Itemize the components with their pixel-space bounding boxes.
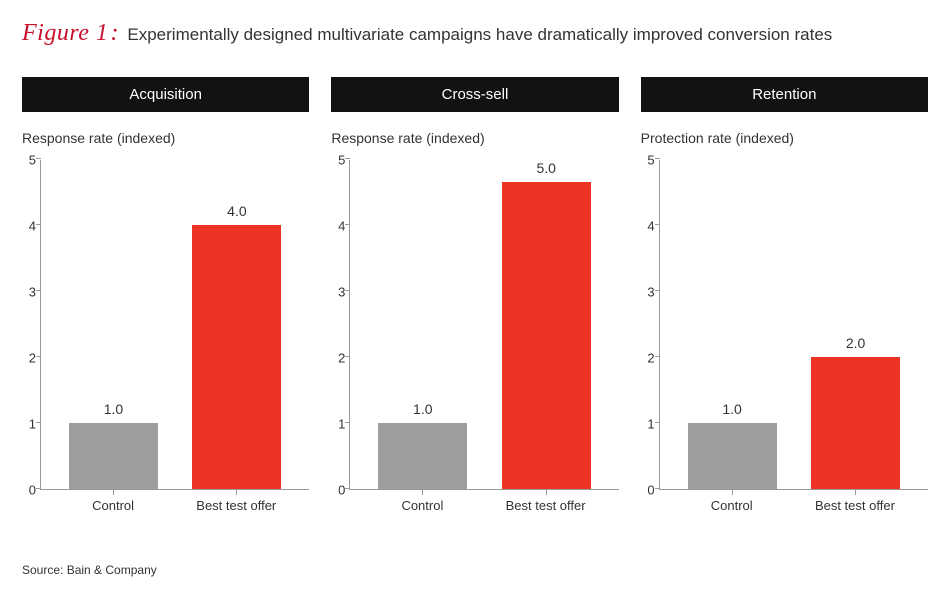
figure-label-colon: :	[110, 20, 119, 46]
x-tick-mark	[546, 490, 547, 495]
source-attribution: Source: Bain & Company	[22, 563, 157, 577]
y-axis: 012345	[641, 160, 659, 490]
bar-value-label: 1.0	[413, 401, 432, 417]
x-axis-label: Best test offer	[793, 498, 916, 513]
bar	[69, 423, 158, 489]
y-tick-label: 2	[338, 351, 345, 366]
y-tick-mark	[36, 158, 41, 159]
bar	[688, 423, 777, 489]
bar	[192, 225, 281, 489]
y-tick-label: 5	[29, 153, 36, 168]
y-axis-label: Protection rate (indexed)	[641, 130, 928, 146]
y-tick-label: 1	[29, 417, 36, 432]
y-tick-label: 2	[29, 351, 36, 366]
bars-row: 1.0 5.0	[350, 160, 618, 489]
y-tick-label: 3	[29, 285, 36, 300]
y-tick-label: 2	[647, 351, 654, 366]
figure-caption: Experimentally designed multivariate cam…	[127, 25, 832, 44]
x-tick-mark	[236, 490, 237, 495]
y-axis: 012345	[331, 160, 349, 490]
bar	[502, 182, 591, 489]
y-axis: 012345	[22, 160, 40, 490]
x-tick-row	[659, 490, 928, 496]
y-axis-label: Response rate (indexed)	[22, 130, 309, 146]
y-axis-label: Response rate (indexed)	[331, 130, 618, 146]
y-tick-label: 1	[338, 417, 345, 432]
x-tick-cell	[51, 490, 174, 496]
x-axis-label: Best test offer	[175, 498, 298, 513]
x-labels: ControlBest test offer	[659, 498, 928, 513]
x-axis-label: Best test offer	[484, 498, 607, 513]
bar	[811, 357, 900, 489]
chart-panel: Retention Protection rate (indexed) 0 1 2 3 4 5…	[641, 77, 928, 513]
bar-value-label: 1.0	[722, 401, 741, 417]
x-labels: ControlBest test offer	[349, 498, 618, 513]
panel-header: Retention	[641, 77, 928, 112]
plot-area: 1.0 5.0	[349, 160, 618, 490]
bar-value-label: 2.0	[846, 335, 865, 351]
figure-title: Figure 1: Experimentally designed multiv…	[22, 20, 928, 47]
chart-area: 0123451.04.0	[22, 160, 309, 490]
x-tick-cell	[175, 490, 298, 496]
bar-value-label: 1.0	[104, 401, 123, 417]
y-tick-label: 5	[647, 153, 654, 168]
x-tick-mark	[422, 490, 423, 495]
y-tick-label: 0	[647, 483, 654, 498]
x-tick-cell	[484, 490, 607, 496]
bar-value-label: 4.0	[227, 203, 246, 219]
x-tick-mark	[732, 490, 733, 495]
y-tick-label: 3	[647, 285, 654, 300]
chart-area: 0123451.02.0	[641, 160, 928, 490]
x-tick-row	[349, 490, 618, 496]
y-tick-mark	[655, 158, 660, 159]
chart-panels: Acquisition Response rate (indexed) 0 1 2 3 4 5…	[22, 77, 928, 513]
panel-header: Acquisition	[22, 77, 309, 112]
bar-wrap: 1.0	[670, 160, 793, 489]
panel-header: Cross-sell	[331, 77, 618, 112]
y-tick-label: 4	[647, 219, 654, 234]
bar-wrap: 4.0	[175, 160, 298, 489]
bar-wrap: 2.0	[794, 160, 917, 489]
bar-wrap: 1.0	[52, 160, 175, 489]
bars-row: 1.0 2.0	[660, 160, 928, 489]
plot-area: 1.0 4.0	[40, 160, 309, 490]
bar-wrap: 5.0	[485, 160, 608, 489]
plot-area: 1.0 2.0	[659, 160, 928, 490]
x-tick-cell	[670, 490, 793, 496]
x-tick-row	[40, 490, 309, 496]
x-axis-label: Control	[51, 498, 174, 513]
y-tick-mark	[345, 158, 350, 159]
y-tick-label: 5	[338, 153, 345, 168]
y-tick-label: 0	[338, 483, 345, 498]
y-tick-label: 1	[647, 417, 654, 432]
chart-area: 0123451.05.0	[331, 160, 618, 490]
y-tick-label: 0	[29, 483, 36, 498]
x-tick-mark	[113, 490, 114, 495]
y-tick-label: 4	[29, 219, 36, 234]
bar-wrap: 1.0	[361, 160, 484, 489]
bar-value-label: 5.0	[536, 160, 555, 176]
x-axis-label: Control	[361, 498, 484, 513]
x-labels: ControlBest test offer	[40, 498, 309, 513]
bars-row: 1.0 4.0	[41, 160, 309, 489]
y-tick-label: 3	[338, 285, 345, 300]
bar	[378, 423, 467, 489]
figure-label: Figure 1	[22, 20, 108, 46]
chart-panel: Acquisition Response rate (indexed) 0 1 2 3 4 5…	[22, 77, 309, 513]
chart-panel: Cross-sellResponse rate (indexed)0123451…	[331, 77, 618, 513]
x-axis-label: Control	[670, 498, 793, 513]
x-tick-mark	[855, 490, 856, 495]
y-tick-label: 4	[338, 219, 345, 234]
x-tick-cell	[361, 490, 484, 496]
x-tick-cell	[793, 490, 916, 496]
